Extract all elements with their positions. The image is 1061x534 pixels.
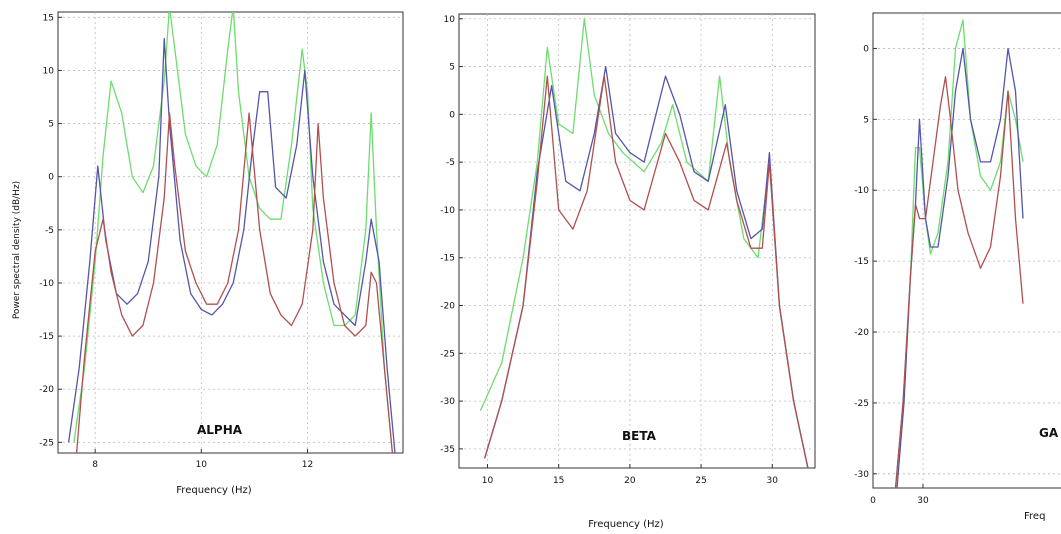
beta-y-tick-label: -10 (440, 206, 455, 216)
alpha-y-axis-label: Power spectral density (dB/Hz) (12, 181, 22, 319)
gamma-series-line-1 (894, 19, 1024, 488)
alpha-series-line-1 (73, 12, 394, 453)
beta-x-axis-label: Frequency (Hz) (588, 519, 664, 530)
beta-y-tick-label: 10 (444, 15, 456, 25)
beta-plot-area: 10 5 0 -5 -10 -15 -20 -25 -30 -35 10 15 20 25 30 (440, 14, 815, 486)
alpha-y-tick-label: -20 (39, 385, 54, 395)
alpha-band-label: ALPHA (197, 423, 243, 437)
beta-y-tick-label: -25 (440, 349, 455, 359)
gamma-y-tick-label: -10 (854, 186, 869, 196)
gamma-plot-area: 0 5 -10 -15 -20 -25 -30 0 30 (854, 13, 1061, 506)
beta-y-tick-label: -15 (440, 254, 455, 264)
beta-band-label: BETA (622, 429, 657, 443)
beta-x-tick-label: 20 (624, 476, 636, 486)
beta-y-tick-label: -35 (440, 445, 455, 455)
gamma-series-line-3 (894, 76, 1024, 488)
beta-y-tick-label: 5 (449, 63, 455, 73)
gamma-y-tick-label: 5 (863, 115, 869, 125)
beta-x-tick-label: 10 (482, 476, 494, 486)
beta-y-tick-label: -20 (440, 302, 455, 312)
gamma-y-tick-label: -20 (854, 328, 869, 338)
gamma-y-tick-label: 0 (863, 44, 869, 54)
alpha-y-tick-label: 5 (48, 120, 54, 130)
gamma-x-axis-label: Freq (1024, 511, 1045, 522)
beta-y-tick-label: -5 (446, 158, 455, 168)
alpha-series-line-2 (67, 37, 396, 453)
beta-x-tick-label: 30 (767, 476, 779, 486)
alpha-y-tick-label: -10 (39, 279, 54, 289)
alpha-series-line-3 (75, 112, 394, 453)
gamma-y-tick-label: -15 (854, 257, 869, 267)
alpha-plot-area: 15 10 5 0 -5 -10 -15 -20 -25 8 10 12 (39, 12, 403, 470)
gamma-panel: 0 5 -10 -15 -20 -25 -30 0 30 GA Freq (854, 12, 1061, 522)
beta-series-line-1 (479, 18, 809, 468)
alpha-y-tick-label: 10 (43, 66, 55, 76)
alpha-y-tick-label: -25 (39, 438, 54, 448)
alpha-x-tick-label: 10 (196, 460, 208, 470)
beta-y-tick-label: -30 (440, 397, 455, 407)
beta-x-tick-label: 25 (695, 476, 706, 486)
gamma-x-tick-label: 0 (870, 496, 876, 506)
beta-series-line-3 (483, 75, 809, 468)
gamma-y-tick-label: -30 (854, 470, 869, 480)
alpha-x-axis-label: Frequency (Hz) (176, 485, 252, 496)
alpha-y-tick-label: -5 (45, 226, 54, 236)
alpha-y-tick-label: -15 (39, 332, 54, 342)
gamma-band-label: GA (1039, 426, 1059, 440)
beta-plot-frame (458, 13, 816, 469)
gamma-x-tick-label: 30 (917, 496, 929, 506)
beta-y-tick-label: 0 (449, 110, 455, 120)
alpha-plot-frame (57, 11, 404, 454)
alpha-x-tick-label: 8 (92, 460, 98, 470)
alpha-panel: 15 10 5 0 -5 -10 -15 -20 -25 8 10 12 ALPHA Frequenc… (12, 11, 404, 496)
beta-x-tick-label: 15 (553, 476, 564, 486)
alpha-y-tick-label: 15 (43, 13, 54, 23)
gamma-y-tick-label: -25 (854, 399, 869, 409)
alpha-y-tick-label: 0 (48, 173, 54, 183)
alpha-x-tick-label: 12 (302, 460, 313, 470)
